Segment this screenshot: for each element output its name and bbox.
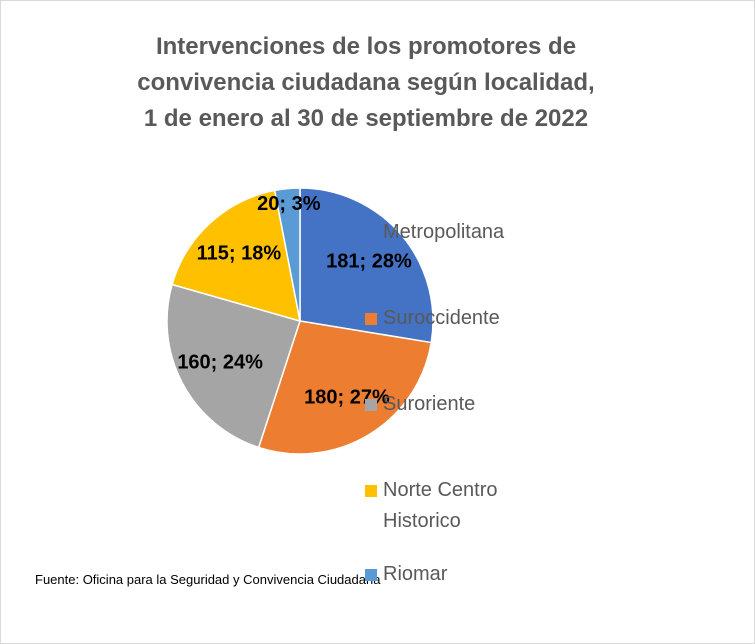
pie-slice (273, 187, 301, 322)
legend-label: Suroccidente (383, 307, 500, 329)
data-label: 115; 18% (197, 243, 282, 265)
data-label: 20; 3% (257, 193, 321, 215)
legend-item: Norte Centro Historico (365, 475, 754, 537)
legend-item: Riomar (365, 559, 754, 590)
legend-item: Suroriente (365, 389, 754, 420)
pie-slice (299, 187, 434, 344)
legend-swatch (365, 569, 377, 581)
pie-slice (166, 283, 301, 449)
legend-swatch (365, 227, 377, 239)
chart-title: Intervenciones de los promotores de conv… (137, 33, 595, 132)
legend-label: Riomar (383, 563, 448, 585)
data-label: 181; 28% (326, 251, 412, 273)
legend-label: Suroriente (383, 393, 476, 415)
legend-label: Norte Centro Historico (383, 479, 498, 532)
legend-label: Metropolitana (383, 221, 505, 243)
legend-swatch (365, 399, 377, 411)
legend-swatch (365, 313, 377, 325)
pie-slice (257, 320, 433, 455)
pie-slice (171, 189, 301, 323)
legend-item: Suroccidente (365, 303, 754, 334)
source-note: Fuente: Oficina para la Seguridad y Conv… (35, 572, 381, 587)
legend-swatch (365, 485, 377, 497)
legend-item: Metropolitana (365, 217, 754, 248)
data-label: 160; 24% (177, 352, 263, 374)
